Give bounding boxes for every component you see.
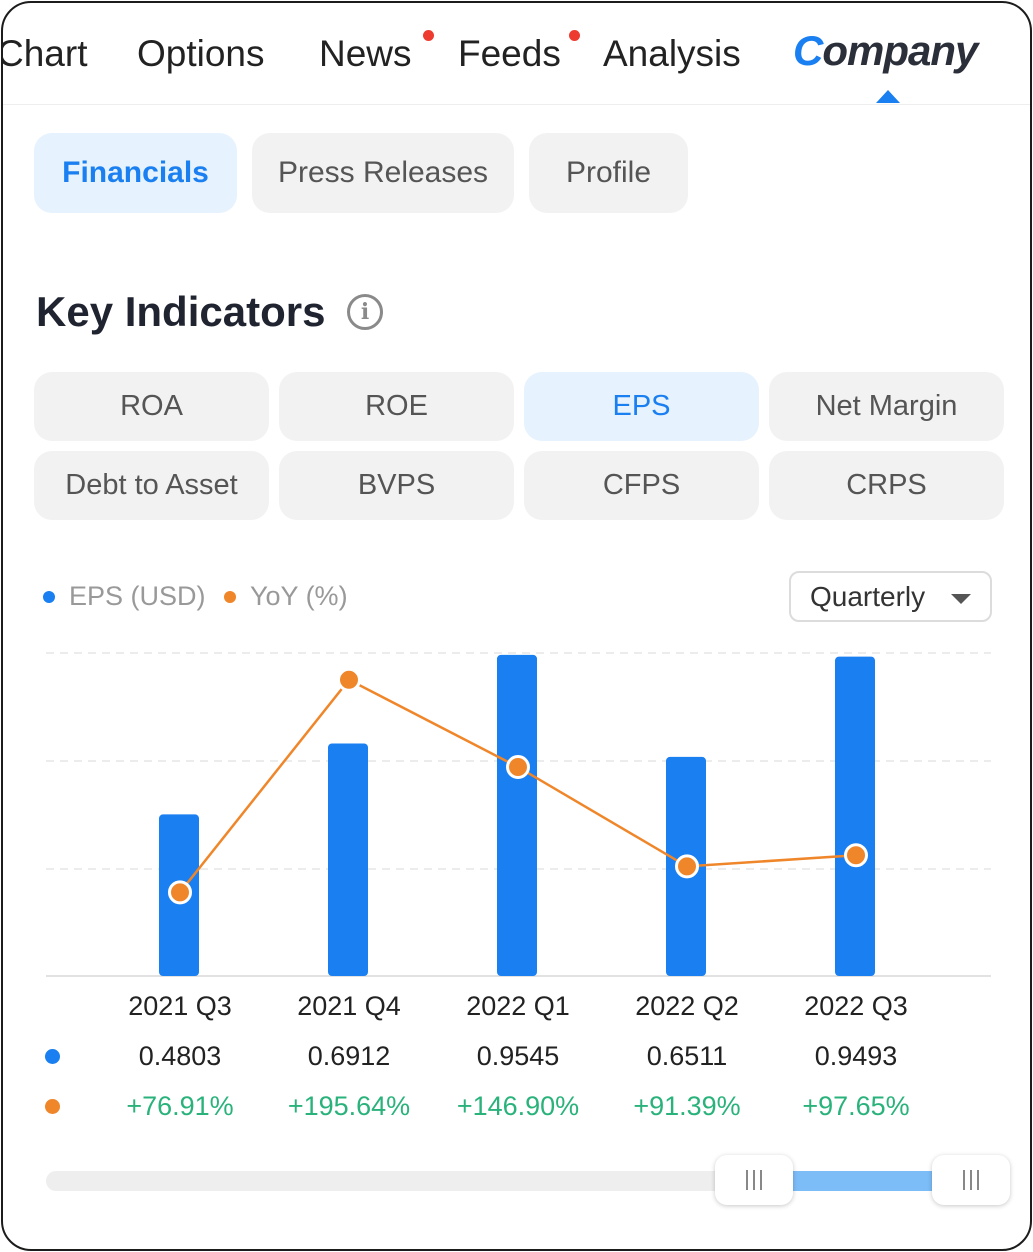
chevron-down-icon bbox=[951, 594, 971, 604]
active-tab-indicator-icon bbox=[876, 90, 900, 103]
subtab-financials[interactable]: Financials bbox=[34, 133, 237, 213]
info-icon[interactable]: i bbox=[347, 294, 383, 330]
eps-chart bbox=[46, 652, 991, 977]
x-tick-label: 2022 Q2 bbox=[635, 991, 739, 1021]
yoy-value-label: +146.90% bbox=[456, 1091, 580, 1121]
legend-yoy-label: YoY (%) bbox=[250, 581, 348, 611]
indicator-eps[interactable]: EPS bbox=[524, 372, 759, 441]
x-tick-label: 2021 Q3 bbox=[128, 991, 232, 1021]
yoy-point bbox=[506, 755, 530, 780]
range-slider-left-handle[interactable] bbox=[715, 1155, 794, 1205]
yoy-value-label: +97.65% bbox=[802, 1091, 910, 1121]
yoy-point bbox=[168, 880, 192, 905]
indicator-net-margin[interactable]: Net Margin bbox=[769, 372, 1004, 441]
legend-yoy-dot bbox=[224, 590, 236, 603]
tab-analysis[interactable]: Analysis bbox=[603, 33, 741, 74]
news-notification-dot bbox=[423, 30, 434, 41]
eps-value-label: 0.9545 bbox=[476, 1041, 560, 1071]
tab-company[interactable]: Company bbox=[793, 27, 978, 75]
indicator-roa[interactable]: ROA bbox=[34, 372, 269, 441]
indicator-cfps[interactable]: CFPS bbox=[524, 451, 759, 520]
yoy-point bbox=[337, 667, 361, 692]
subtab-profile[interactable]: Profile bbox=[529, 133, 688, 213]
range-slider-right-handle[interactable] bbox=[931, 1155, 1010, 1205]
x-tick-label: 2022 Q3 bbox=[804, 991, 908, 1021]
company-tab-label: ompany bbox=[822, 27, 978, 74]
yoy-value-label: +91.39% bbox=[633, 1091, 741, 1121]
yoy-point bbox=[844, 843, 868, 868]
legend-yoy: YoY (%) bbox=[224, 581, 348, 612]
tab-feeds[interactable]: Feeds bbox=[458, 33, 561, 74]
legend-eps-dot bbox=[43, 590, 55, 603]
indicator-debt-to-asset[interactable]: Debt to Asset bbox=[34, 451, 269, 520]
legend-eps: EPS (USD) bbox=[43, 581, 206, 612]
legend-eps-label: EPS (USD) bbox=[69, 581, 206, 611]
eps-value-label: 0.6511 bbox=[646, 1041, 728, 1071]
eps-bar bbox=[835, 656, 875, 976]
company-tab-initial: C bbox=[793, 27, 823, 74]
yoy-row-dot bbox=[45, 1099, 60, 1114]
yoy-value-label: +76.91% bbox=[126, 1091, 234, 1121]
x-tick-label: 2021 Q4 bbox=[297, 991, 401, 1021]
period-select[interactable]: Quarterly bbox=[789, 571, 992, 622]
indicator-bvps[interactable]: BVPS bbox=[279, 451, 514, 520]
tab-news[interactable]: News bbox=[319, 33, 412, 74]
feeds-notification-dot bbox=[569, 30, 580, 41]
tab-chart[interactable]: Chart bbox=[1, 33, 88, 74]
eps-value-label: 0.6912 bbox=[307, 1041, 391, 1071]
eps-value-label: 0.9493 bbox=[814, 1041, 898, 1071]
period-select-value: Quarterly bbox=[810, 580, 926, 612]
section-title: Key Indicators bbox=[36, 288, 326, 335]
x-tick-label: 2022 Q1 bbox=[466, 991, 570, 1021]
eps-row-dot bbox=[45, 1049, 60, 1064]
tab-options[interactable]: Options bbox=[137, 33, 265, 74]
top-tab-bar: Chart Options News Feeds Analysis Compan… bbox=[1, 3, 1030, 105]
eps-value-label: 0.4803 bbox=[138, 1041, 222, 1071]
subtab-press-releases[interactable]: Press Releases bbox=[252, 133, 514, 213]
eps-bar bbox=[497, 654, 537, 976]
indicator-crps[interactable]: CRPS bbox=[769, 451, 1004, 520]
range-slider-selection bbox=[779, 1171, 958, 1191]
eps-bar bbox=[328, 743, 368, 976]
yoy-value-label: +195.64% bbox=[287, 1091, 411, 1121]
yoy-point bbox=[675, 854, 699, 879]
indicator-roe[interactable]: ROE bbox=[279, 372, 514, 441]
